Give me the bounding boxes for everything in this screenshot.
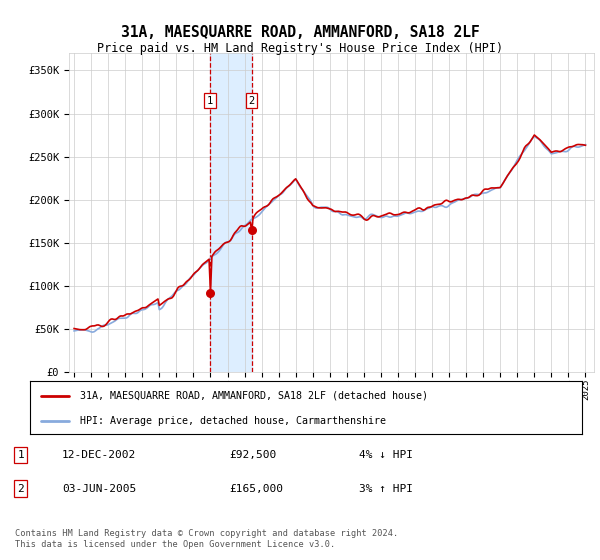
Point — [205, 288, 215, 297]
Text: £165,000: £165,000 — [229, 484, 283, 493]
Text: 12-DEC-2002: 12-DEC-2002 — [62, 450, 136, 460]
Text: 3% ↑ HPI: 3% ↑ HPI — [359, 484, 413, 493]
Text: 31A, MAESQUARRE ROAD, AMMANFORD, SA18 2LF: 31A, MAESQUARRE ROAD, AMMANFORD, SA18 2L… — [121, 25, 479, 40]
Text: Price paid vs. HM Land Registry's House Price Index (HPI): Price paid vs. HM Land Registry's House … — [97, 42, 503, 55]
Text: 03-JUN-2005: 03-JUN-2005 — [62, 484, 136, 493]
Text: 31A, MAESQUARRE ROAD, AMMANFORD, SA18 2LF (detached house): 31A, MAESQUARRE ROAD, AMMANFORD, SA18 2L… — [80, 391, 428, 401]
Text: 2: 2 — [248, 96, 255, 106]
Text: £92,500: £92,500 — [229, 450, 277, 460]
Text: HPI: Average price, detached house, Carmarthenshire: HPI: Average price, detached house, Carm… — [80, 416, 386, 426]
Bar — [210, 53, 252, 372]
Text: Contains HM Land Registry data © Crown copyright and database right 2024.
This d: Contains HM Land Registry data © Crown c… — [15, 529, 398, 549]
Text: 1: 1 — [206, 96, 213, 106]
Text: 4% ↓ HPI: 4% ↓ HPI — [359, 450, 413, 460]
Text: 1: 1 — [17, 450, 24, 460]
Text: 2: 2 — [17, 484, 24, 493]
Point — [247, 226, 257, 235]
